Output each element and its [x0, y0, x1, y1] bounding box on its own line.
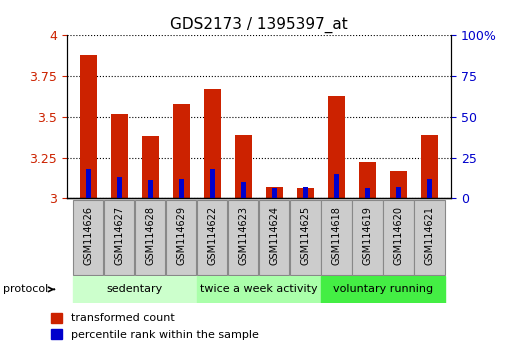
Text: GSM114618: GSM114618 [331, 206, 342, 265]
Bar [334, 174, 339, 198]
FancyBboxPatch shape [73, 200, 103, 275]
Bar [328, 96, 345, 198]
Text: GSM114623: GSM114623 [239, 206, 249, 265]
FancyBboxPatch shape [352, 200, 383, 275]
Bar [359, 162, 376, 198]
FancyBboxPatch shape [290, 200, 321, 275]
Bar [210, 169, 215, 198]
Text: GSM114625: GSM114625 [301, 206, 310, 265]
FancyBboxPatch shape [383, 200, 413, 275]
Text: GSM114619: GSM114619 [363, 206, 372, 265]
Bar [241, 182, 246, 198]
Text: protocol: protocol [3, 284, 54, 295]
Bar [111, 114, 128, 198]
FancyBboxPatch shape [228, 200, 259, 275]
Text: GSM114620: GSM114620 [393, 206, 404, 265]
Bar [204, 89, 221, 198]
Bar [117, 177, 122, 198]
Bar [427, 179, 432, 198]
FancyBboxPatch shape [166, 200, 196, 275]
Text: GSM114627: GSM114627 [114, 206, 125, 265]
Bar [197, 276, 321, 303]
Legend: transformed count, percentile rank within the sample: transformed count, percentile rank withi… [47, 308, 263, 344]
FancyBboxPatch shape [414, 200, 445, 275]
Bar [321, 276, 445, 303]
FancyBboxPatch shape [197, 200, 227, 275]
Bar [148, 180, 153, 198]
Bar [173, 104, 190, 198]
Bar [421, 135, 438, 198]
Text: GSM114621: GSM114621 [425, 206, 435, 265]
Bar [142, 136, 159, 198]
Bar [365, 188, 370, 198]
Text: GSM114626: GSM114626 [84, 206, 93, 265]
Text: GSM114622: GSM114622 [208, 206, 218, 265]
FancyBboxPatch shape [104, 200, 134, 275]
Text: GSM114628: GSM114628 [146, 206, 155, 265]
Bar [80, 55, 97, 198]
Bar [73, 276, 197, 303]
Text: GSM114624: GSM114624 [269, 206, 280, 265]
FancyBboxPatch shape [259, 200, 289, 275]
Bar [303, 187, 308, 198]
Bar [266, 187, 283, 198]
Bar [235, 135, 252, 198]
Bar [179, 179, 184, 198]
FancyBboxPatch shape [135, 200, 165, 275]
Bar [272, 188, 277, 198]
FancyBboxPatch shape [321, 200, 351, 275]
Text: sedentary: sedentary [107, 284, 163, 295]
Text: twice a week activity: twice a week activity [200, 284, 318, 295]
Bar [396, 187, 401, 198]
Bar [390, 171, 407, 198]
Text: GSM114629: GSM114629 [176, 206, 187, 265]
Bar [86, 169, 91, 198]
Bar [297, 188, 314, 198]
Text: voluntary running: voluntary running [333, 284, 433, 295]
Title: GDS2173 / 1395397_at: GDS2173 / 1395397_at [170, 16, 348, 33]
